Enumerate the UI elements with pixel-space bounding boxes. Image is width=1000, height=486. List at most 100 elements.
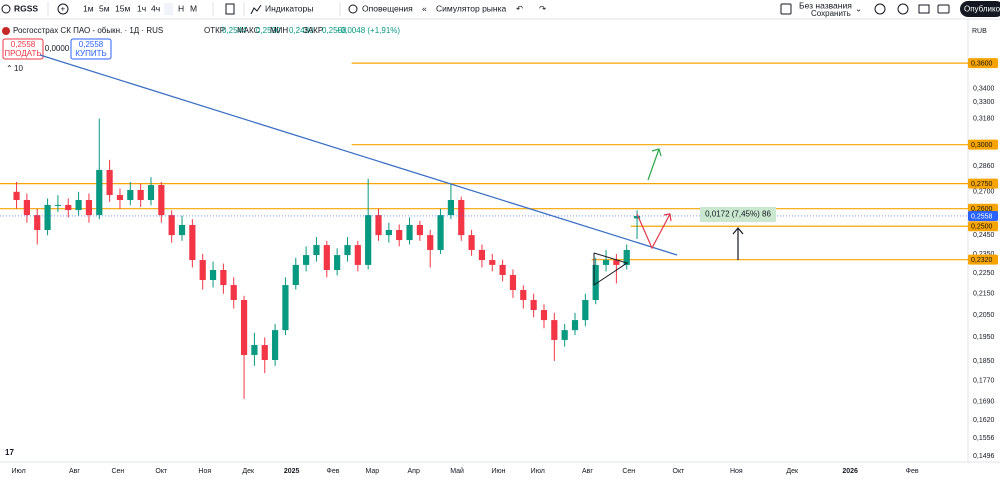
- y-tick-label: 0,2250: [973, 270, 995, 277]
- interval-button[interactable]: 4ч: [151, 3, 160, 13]
- y-tick-label: 0,1496: [973, 453, 995, 460]
- candle-body: [220, 270, 227, 286]
- interval-button[interactable]: Н: [178, 3, 184, 13]
- symbol[interactable]: RGSS: [14, 3, 38, 13]
- candle-body: [189, 224, 196, 261]
- candle-body: [34, 215, 41, 231]
- x-tick-label: Авг: [582, 468, 593, 475]
- candle-body: [478, 249, 486, 261]
- candle-body: [530, 300, 537, 311]
- volume-toggle[interactable]: ⌃: [6, 64, 13, 73]
- trend-line: [39, 54, 678, 256]
- candle-body: [633, 215, 641, 219]
- y-tick-label: 0,3400: [973, 86, 995, 93]
- indicators-button[interactable]: Индикаторы: [265, 3, 313, 13]
- publish-button[interactable]: [960, 1, 1000, 17]
- y-tick-label: 0,1556: [973, 435, 995, 442]
- candle-body: [582, 300, 589, 321]
- symbol-logo: [2, 27, 10, 35]
- sell-button[interactable]: [2, 38, 44, 60]
- y-tick-label: 0,3180: [973, 115, 995, 122]
- x-tick-label: Фев: [327, 468, 340, 475]
- x-tick-label: 2026: [842, 468, 858, 475]
- ohlc-label: МАКС: [237, 26, 260, 35]
- snapshot-button[interactable]: [937, 4, 950, 14]
- interval-button[interactable]: 15м: [115, 3, 130, 13]
- candle-body: [427, 235, 434, 250]
- undo[interactable]: ↶: [516, 3, 524, 13]
- interval-button[interactable]: 1ч: [137, 3, 146, 13]
- layout-name[interactable]: Без названия: [799, 0, 852, 10]
- change: +0,0048 (+1,91%): [336, 26, 400, 35]
- x-tick-label: Фев: [906, 468, 919, 475]
- candle-body: [571, 320, 579, 331]
- candle-body: [96, 169, 103, 216]
- candle-body: [499, 264, 506, 275]
- x-tick-label: 2025: [284, 468, 300, 475]
- candle-body: [561, 330, 568, 340]
- alerts-button[interactable]: Оповещения: [362, 3, 413, 13]
- candle-body: [406, 224, 413, 241]
- bar-type-icon[interactable]: [225, 3, 235, 15]
- interval-button[interactable]: 1м: [83, 3, 94, 13]
- candle-body: [623, 249, 630, 265]
- x-tick-label: Дек: [242, 468, 255, 475]
- fullscreen-button[interactable]: [918, 4, 930, 14]
- replay-button[interactable]: Симулятор рынка: [436, 3, 507, 13]
- x-tick-label: Сен: [111, 468, 124, 475]
- x-tick-label: Авг: [69, 468, 80, 475]
- ohlc-label: ОТКР: [204, 26, 225, 35]
- candle-body: [230, 285, 237, 301]
- interval-button[interactable]: 5м: [99, 3, 110, 13]
- candle-body: [271, 330, 279, 360]
- layout-menu[interactable]: ⌄: [855, 3, 862, 13]
- candle-body: [489, 260, 496, 265]
- y-tick-label: 0,1620: [973, 417, 995, 424]
- legend: Росгосстрах СК ПАО - обыкн. · 1Д · RUS О…: [2, 26, 400, 73]
- y-tick-label: 0,2700: [973, 189, 995, 196]
- candle-body: [334, 255, 341, 271]
- legend-title: Росгосстрах СК ПАО - обыкн. · 1Д · RUS: [13, 26, 163, 35]
- add-symbol-plus: +: [61, 5, 66, 14]
- active-interval-bg: [164, 3, 173, 15]
- candle-body: [365, 215, 372, 265]
- tv-logo[interactable]: 17: [5, 448, 14, 457]
- buy-button[interactable]: [70, 38, 112, 60]
- ohlc-value: 0,2544: [222, 26, 247, 35]
- search-icon[interactable]: [1, 4, 11, 14]
- candle-body: [416, 224, 423, 236]
- candle-body: [178, 224, 186, 236]
- candle-body: [313, 245, 320, 256]
- candle-body: [158, 185, 165, 216]
- candle-body: [447, 200, 455, 216]
- candle-body: [375, 215, 382, 236]
- candle-body: [168, 215, 175, 236]
- publish-label: Опублико: [964, 5, 1000, 14]
- level-label-box: [968, 254, 998, 265]
- pullback-arrow-head: [663, 213, 672, 222]
- candle-body: [292, 264, 299, 286]
- buy-price: 0,2558: [79, 40, 104, 49]
- search-button[interactable]: [874, 3, 886, 15]
- plot: 0,3400 0,3300 0,3180 0,2860 0,2700 0,2450 0,23…: [0, 58, 998, 475]
- add-symbol[interactable]: [57, 3, 69, 15]
- candle-body: [385, 230, 392, 236]
- last-price-label: 0,2558: [971, 213, 993, 220]
- y-tick-label: 0,2150: [973, 291, 995, 298]
- replay-icon: «: [422, 3, 427, 13]
- candle-body: [75, 200, 82, 211]
- candle-body: [592, 264, 599, 301]
- redo[interactable]: ↷: [539, 3, 547, 13]
- settings-button[interactable]: [897, 3, 909, 15]
- indicators-icon: [250, 4, 262, 15]
- interval-button[interactable]: М: [190, 3, 197, 13]
- volume-toggle-label[interactable]: 10: [14, 64, 23, 73]
- level-label-box: [968, 221, 998, 232]
- ohlc-label: МИН: [270, 26, 288, 35]
- currency: RUB: [972, 28, 987, 35]
- alerts-icon: [348, 4, 358, 14]
- layout-icon[interactable]: [780, 3, 792, 15]
- last-price-box: [968, 210, 998, 221]
